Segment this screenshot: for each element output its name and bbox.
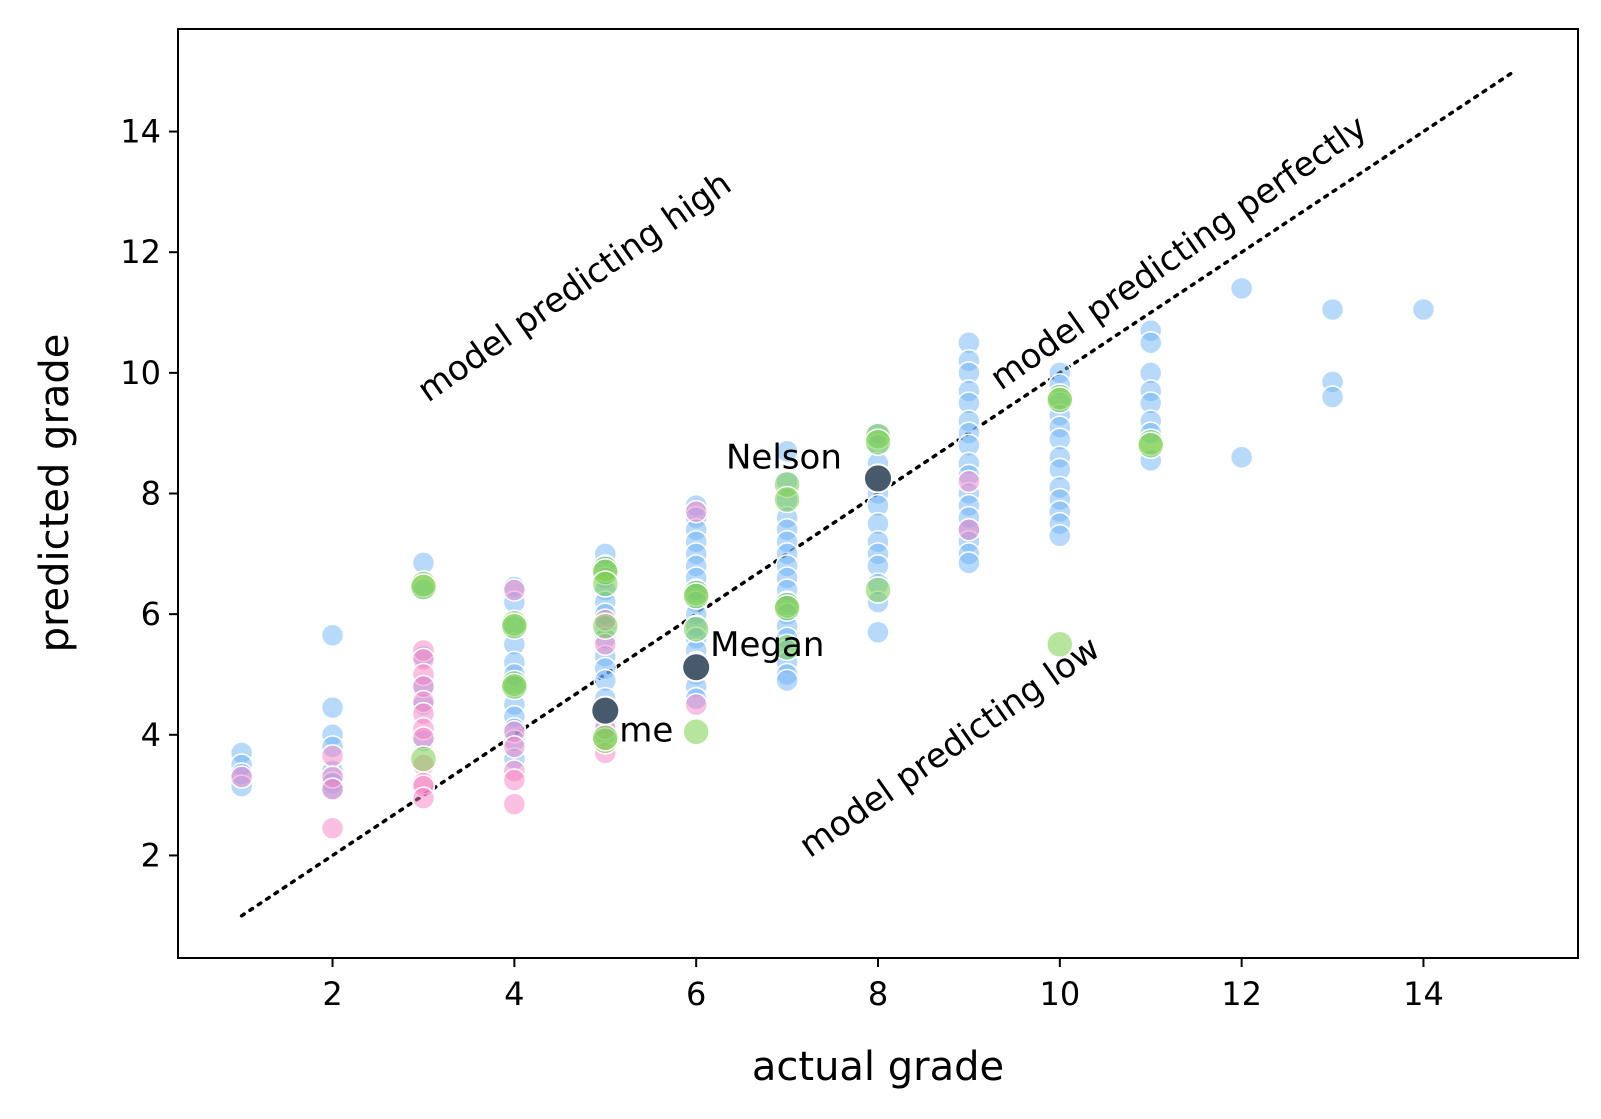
pink-point: [320, 744, 345, 768]
y-tick-label: 14: [120, 113, 161, 151]
green-point: [773, 633, 801, 662]
pink-point: [320, 777, 345, 801]
blue-point: [1048, 523, 1072, 548]
green-point: [591, 612, 620, 640]
annotation-1: model predicting perfectly: [983, 108, 1374, 399]
green-point: [773, 594, 801, 622]
green-point: [773, 485, 801, 514]
pink-point: [957, 517, 981, 542]
green-point: [1046, 386, 1074, 414]
highlighted-point-nelson: [863, 463, 893, 494]
annotation-layer: model predicting high model predicting pe…: [410, 108, 1374, 866]
green-point: [591, 570, 620, 598]
x-tick-label: 14: [1403, 975, 1444, 1013]
x-tick-label: 8: [868, 975, 888, 1013]
y-tick-label: 12: [120, 233, 161, 271]
pink-point: [320, 816, 345, 841]
pink-point: [502, 735, 527, 759]
y-tick-label: 10: [120, 354, 161, 392]
blue-point: [775, 668, 799, 693]
blue-point: [866, 620, 890, 644]
blue-point: [320, 695, 345, 720]
green-point: [409, 573, 438, 601]
blue-point: [1320, 385, 1345, 409]
green-point: [682, 582, 710, 610]
y-axis-ticks: 2 4 6 8 10 12 14: [120, 113, 178, 874]
blue-point: [1138, 330, 1163, 355]
pink-point: [684, 499, 708, 524]
x-axis-label: actual grade: [752, 1044, 1004, 1090]
pink-point: [411, 786, 436, 810]
y-tick-label: 8: [141, 475, 161, 513]
y-tick-label: 6: [141, 595, 161, 633]
green-point: [1136, 431, 1165, 459]
y-tick-label: 4: [141, 716, 161, 754]
green-point: [682, 718, 710, 746]
blue-point: [957, 551, 981, 575]
blue-point: [775, 439, 799, 464]
highlighted-point-me: [590, 695, 621, 726]
y-tick-label: 2: [141, 836, 161, 874]
pink-point: [502, 578, 527, 602]
highlighted-point-megan: [681, 652, 712, 683]
x-tick-label: 10: [1039, 975, 1080, 1013]
highlight-layer: Nelson Megan me: [590, 437, 893, 751]
pink-point: [684, 692, 708, 717]
blue-point: [320, 623, 345, 648]
green-point: [500, 612, 529, 640]
green-point: [864, 576, 892, 604]
blue-point: [1411, 297, 1436, 322]
highlight-label-megan: Megan: [710, 625, 824, 665]
x-axis-ticks: 2 4 6 8 10 12 14: [322, 958, 1444, 1013]
x-tick-label: 4: [504, 975, 524, 1013]
blue-point: [1229, 276, 1254, 301]
y-axis-label: predicted grade: [32, 334, 78, 653]
green-point: [864, 428, 892, 456]
green-point: [409, 745, 438, 773]
highlight-label-nelson: Nelson: [726, 437, 842, 477]
pink-point: [229, 765, 254, 789]
green-point: [591, 724, 620, 752]
pink-point: [502, 768, 527, 792]
x-tick-label: 2: [322, 975, 342, 1013]
x-tick-label: 12: [1221, 975, 1262, 1013]
x-tick-label: 6: [686, 975, 706, 1013]
points-layer: [229, 276, 1436, 841]
pink-point: [957, 469, 981, 494]
green-point: [500, 672, 529, 701]
pink-point: [502, 792, 527, 816]
annotation-2: model predicting low: [792, 628, 1107, 865]
blue-point: [1320, 297, 1345, 322]
highlight-label-me: me: [619, 711, 673, 751]
blue-point: [1229, 445, 1254, 470]
green-point: [682, 615, 710, 643]
green-point: [1046, 630, 1074, 659]
annotation-0: model predicting high: [410, 164, 738, 411]
